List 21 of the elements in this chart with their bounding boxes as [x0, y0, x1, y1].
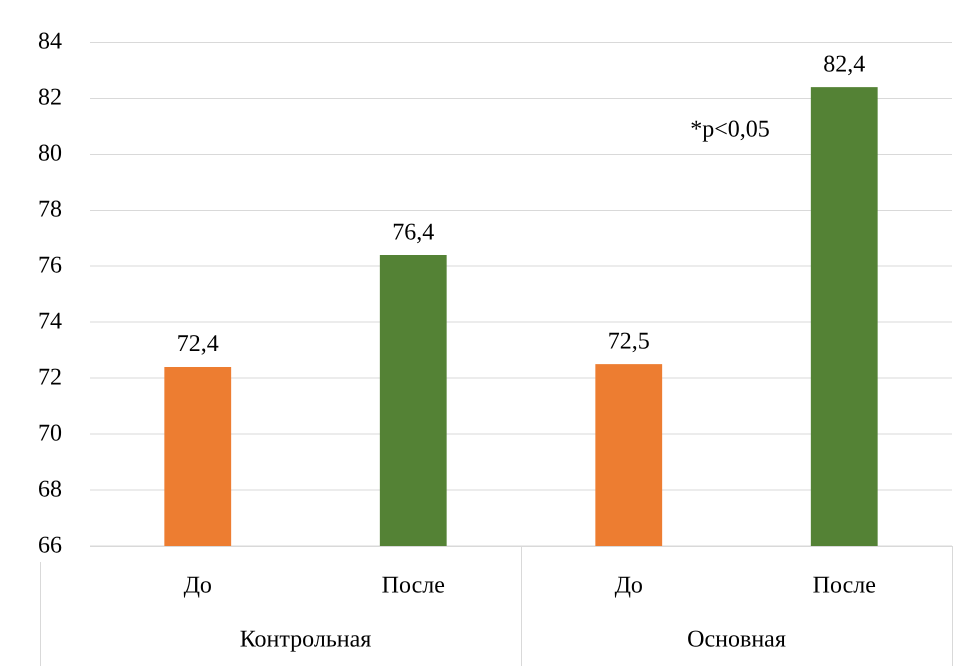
data-label: 72,4 — [176, 331, 219, 358]
data-label: 76,4 — [392, 219, 434, 246]
y-tick-label: 66 — [38, 532, 62, 558]
y-tick-label: 72 — [38, 364, 62, 390]
series-label: До — [614, 572, 643, 598]
x-tick-label: Основная — [687, 626, 786, 652]
series-label: После — [382, 572, 445, 598]
y-tick-label: 70 — [38, 420, 62, 446]
data-label: 72,5 — [608, 328, 650, 354]
y-tick-label: 76 — [38, 252, 62, 279]
x-tick-label: Контрольная — [240, 626, 372, 652]
y-tick-label: 78 — [38, 196, 62, 223]
y-tick-label: 68 — [38, 476, 62, 502]
data-label: 82,4 — [823, 51, 866, 78]
y-tick-label: 82 — [38, 84, 62, 111]
text: До — [184, 572, 212, 598]
y-tick-label: 80 — [38, 140, 62, 167]
y-tick-label: 84 — [38, 28, 62, 55]
annotation: *p<0,05 — [690, 116, 770, 143]
text: После — [812, 572, 876, 598]
y-tick-label: 74 — [38, 308, 62, 334]
